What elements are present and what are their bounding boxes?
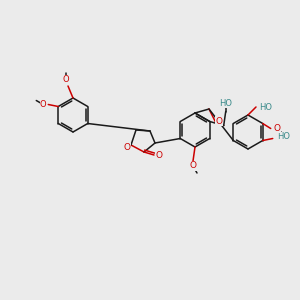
Text: O: O bbox=[274, 124, 281, 133]
Text: HO: HO bbox=[219, 99, 232, 108]
Text: O: O bbox=[124, 143, 130, 152]
Text: O: O bbox=[215, 116, 223, 125]
Text: HO: HO bbox=[277, 132, 290, 141]
Text: O: O bbox=[190, 161, 196, 170]
Text: O: O bbox=[40, 100, 46, 109]
Text: HO: HO bbox=[259, 103, 272, 112]
Text: O: O bbox=[155, 152, 163, 160]
Text: O: O bbox=[63, 76, 69, 85]
